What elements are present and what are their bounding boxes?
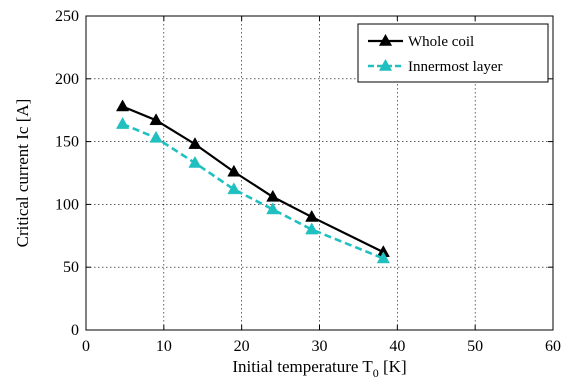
legend-label: Whole coil bbox=[408, 34, 474, 50]
legend-box bbox=[357, 23, 549, 83]
x-axis-label-main: Initial temperature T bbox=[232, 357, 373, 376]
x-tick-label: 60 bbox=[545, 338, 561, 355]
x-tick-label: 40 bbox=[389, 338, 405, 355]
y-axis-label: Critical current Ic [A] bbox=[13, 99, 32, 248]
series-1 bbox=[115, 117, 390, 264]
legend-marker bbox=[378, 58, 393, 71]
data-point bbox=[305, 222, 319, 235]
y-tick-label: 50 bbox=[63, 259, 79, 276]
tick-labels: 0 10 20 30 40 50 60 0 50 100 150 200 250 bbox=[55, 8, 561, 355]
x-tick-label: 10 bbox=[156, 338, 172, 355]
data-point bbox=[149, 113, 163, 126]
y-tick-label: 150 bbox=[55, 134, 79, 151]
y-tick-label: 100 bbox=[55, 196, 79, 213]
data-point bbox=[115, 117, 130, 129]
data-point bbox=[227, 182, 241, 195]
data-point bbox=[266, 189, 280, 202]
data-point bbox=[376, 251, 390, 264]
legend: Whole coil Innermost layer bbox=[357, 23, 549, 83]
legend-marker bbox=[378, 33, 393, 46]
x-tick-label: 50 bbox=[467, 338, 483, 355]
x-axis-label-unit: [K] bbox=[379, 357, 407, 376]
x-axis-label: Initial temperature T0 [K] bbox=[232, 357, 406, 380]
series-0 bbox=[115, 99, 390, 257]
data-point bbox=[188, 137, 202, 149]
data-point bbox=[115, 99, 130, 112]
legend-label: Innermost layer bbox=[408, 59, 503, 75]
data-point bbox=[266, 202, 280, 215]
data-point bbox=[149, 130, 163, 143]
y-tick-label: 200 bbox=[55, 71, 79, 88]
x-tick-label: 30 bbox=[312, 338, 328, 355]
x-tick-label: 0 bbox=[82, 338, 90, 355]
series-line bbox=[122, 122, 384, 260]
x-tick-label: 20 bbox=[234, 338, 250, 355]
axis-ticks bbox=[85, 15, 554, 331]
x-axis-label-subscript: 0 bbox=[373, 366, 379, 380]
data-point bbox=[227, 164, 241, 177]
y-tick-label: 250 bbox=[55, 8, 79, 25]
data-point bbox=[305, 209, 319, 222]
data-point bbox=[188, 155, 202, 168]
y-tick-label: 0 bbox=[71, 322, 79, 339]
plot-series bbox=[115, 99, 390, 264]
series-line bbox=[122, 105, 384, 254]
